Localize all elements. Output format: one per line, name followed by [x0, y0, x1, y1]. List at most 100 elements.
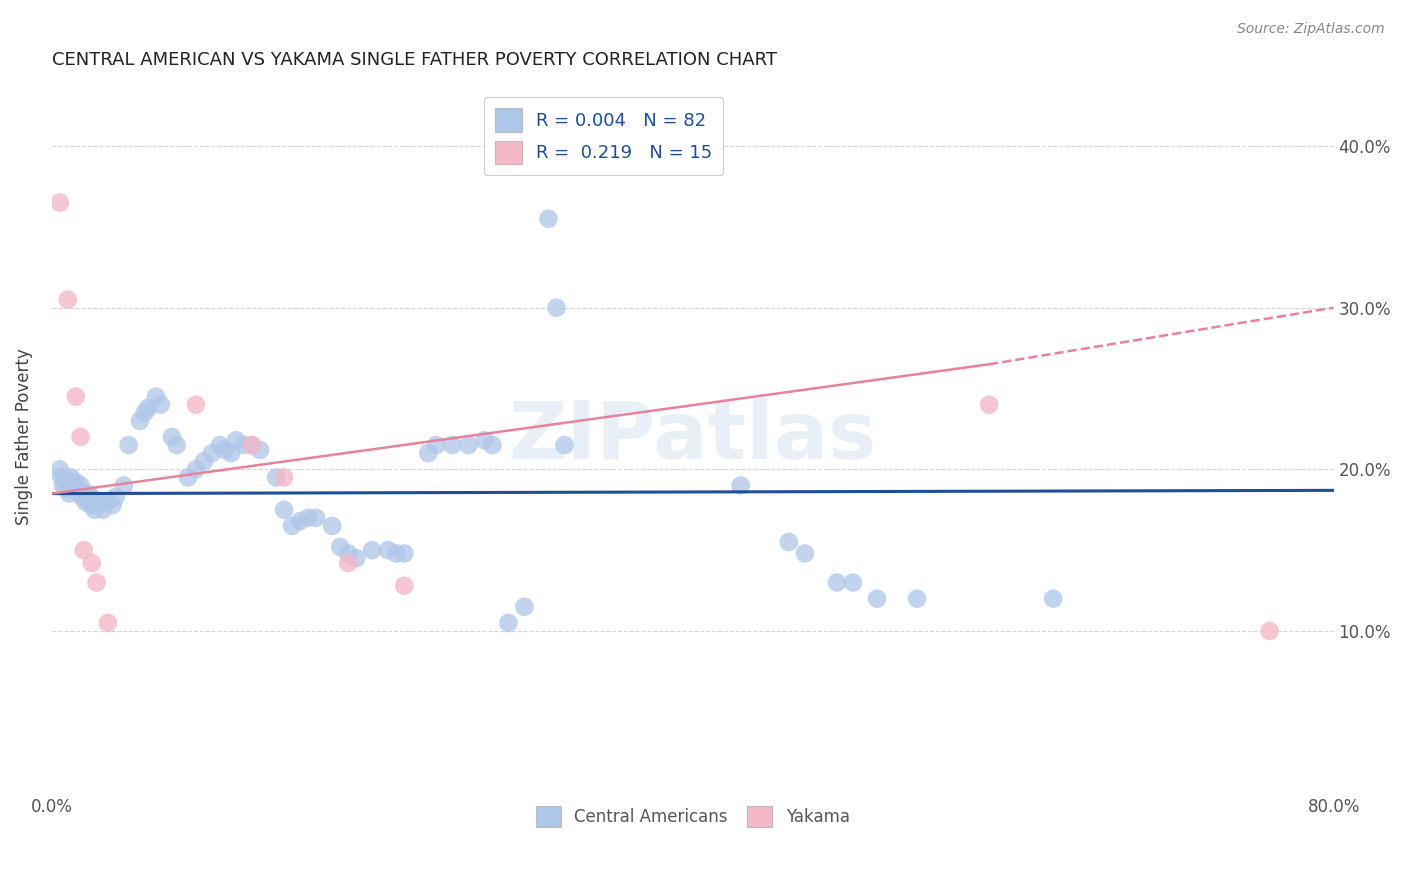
Point: [128, 414, 150, 428]
Point: [145, 390, 167, 404]
Point: [97, 615, 120, 630]
Point: [778, 535, 800, 549]
Point: [979, 398, 1001, 412]
Text: ZIPatlas: ZIPatlas: [509, 398, 877, 476]
Point: [49, 195, 72, 210]
Point: [344, 551, 367, 566]
Point: [56, 293, 79, 307]
Point: [86, 575, 108, 590]
Point: [73, 486, 96, 500]
Point: [249, 442, 271, 457]
Point: [825, 575, 848, 590]
Point: [394, 546, 416, 560]
Point: [67, 486, 90, 500]
Point: [75, 494, 97, 508]
Point: [53, 470, 76, 484]
Point: [425, 438, 447, 452]
Point: [513, 599, 536, 614]
Point: [69, 478, 91, 492]
Point: [82, 498, 104, 512]
Point: [70, 490, 93, 504]
Point: [59, 470, 82, 484]
Point: [329, 540, 352, 554]
Point: [305, 511, 328, 525]
Point: [73, 543, 96, 558]
Y-axis label: Single Father Poverty: Single Father Poverty: [15, 349, 32, 525]
Point: [394, 579, 416, 593]
Point: [546, 301, 568, 315]
Point: [240, 438, 263, 452]
Point: [288, 514, 311, 528]
Point: [240, 438, 263, 452]
Point: [457, 438, 479, 452]
Point: [80, 491, 103, 506]
Point: [377, 543, 399, 558]
Point: [86, 498, 108, 512]
Point: [793, 546, 815, 560]
Point: [1042, 591, 1064, 606]
Point: [842, 575, 865, 590]
Point: [481, 438, 503, 452]
Point: [208, 438, 231, 452]
Point: [136, 401, 159, 415]
Point: [361, 543, 384, 558]
Point: [97, 494, 120, 508]
Point: [69, 430, 91, 444]
Point: [193, 454, 215, 468]
Point: [264, 470, 287, 484]
Legend: Central Americans, Yakama: Central Americans, Yakama: [529, 799, 856, 834]
Point: [56, 475, 79, 490]
Point: [281, 519, 304, 533]
Point: [89, 494, 111, 508]
Point: [273, 502, 295, 516]
Point: [418, 446, 440, 460]
Point: [177, 470, 200, 484]
Point: [55, 482, 77, 496]
Point: [866, 591, 889, 606]
Point: [112, 478, 135, 492]
Point: [166, 438, 188, 452]
Point: [337, 556, 360, 570]
Point: [201, 446, 224, 460]
Point: [118, 438, 141, 452]
Point: [63, 482, 86, 496]
Point: [91, 502, 114, 516]
Point: [321, 519, 343, 533]
Point: [273, 470, 295, 484]
Point: [553, 438, 575, 452]
Point: [441, 438, 464, 452]
Point: [58, 486, 80, 500]
Point: [184, 398, 207, 412]
Point: [79, 498, 101, 512]
Point: [385, 546, 408, 560]
Point: [730, 478, 752, 492]
Point: [84, 502, 107, 516]
Point: [66, 482, 89, 496]
Point: [65, 475, 87, 490]
Point: [1258, 624, 1281, 638]
Point: [537, 211, 560, 226]
Point: [76, 490, 98, 504]
Point: [233, 438, 256, 452]
Point: [160, 430, 183, 444]
Point: [498, 615, 520, 630]
Point: [225, 434, 247, 448]
Point: [52, 478, 75, 492]
Point: [77, 486, 100, 500]
Text: Source: ZipAtlas.com: Source: ZipAtlas.com: [1237, 22, 1385, 37]
Point: [219, 446, 242, 460]
Point: [101, 498, 124, 512]
Point: [337, 546, 360, 560]
Point: [80, 556, 103, 570]
Point: [104, 490, 127, 504]
Point: [184, 462, 207, 476]
Point: [51, 470, 73, 484]
Point: [214, 442, 236, 457]
Point: [49, 462, 72, 476]
Point: [149, 398, 172, 412]
Point: [62, 478, 84, 492]
Point: [297, 511, 319, 525]
Point: [65, 390, 87, 404]
Point: [474, 434, 496, 448]
Point: [905, 591, 928, 606]
